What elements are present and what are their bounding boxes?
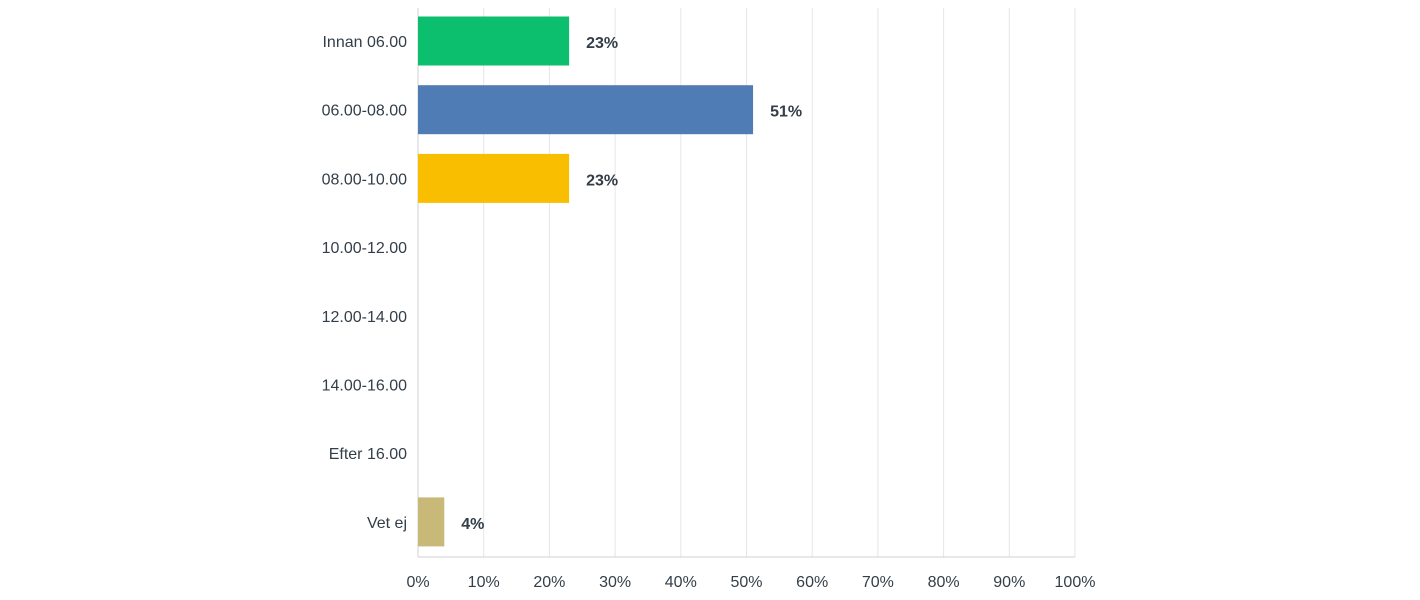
- category-label: Efter 16.00: [329, 446, 407, 463]
- category-label: Innan 06.00: [322, 34, 407, 51]
- category-label: 06.00-08.00: [322, 103, 408, 120]
- x-tick-label: 100%: [1055, 574, 1096, 591]
- category-label: 14.00-16.00: [322, 378, 408, 395]
- category-label: 12.00-14.00: [322, 309, 408, 326]
- x-tick-label: 40%: [665, 574, 697, 591]
- bar: [418, 153, 570, 203]
- bar: [418, 85, 754, 135]
- x-tick-label: 30%: [599, 574, 631, 591]
- data-labels: 23% 51% 23% 4%: [461, 35, 802, 533]
- data-label: 23%: [586, 172, 618, 189]
- bars: [418, 16, 754, 547]
- x-tick-label: 80%: [928, 574, 960, 591]
- bar: [418, 16, 570, 66]
- x-tick-label: 70%: [862, 574, 894, 591]
- data-label: 4%: [461, 516, 484, 533]
- category-labels: Innan 06.00 06.00-08.00 08.00-10.00 10.00-1…: [322, 34, 408, 532]
- x-tick-label: 60%: [796, 574, 828, 591]
- category-label: 10.00-12.00: [322, 240, 408, 257]
- category-label: Vet ej: [367, 515, 407, 532]
- x-tick-label: 20%: [533, 574, 565, 591]
- data-label: 23%: [586, 35, 618, 52]
- x-axis-ticks: 0% 10% 20% 30% 40% 50% 60% 70% 80% 90% 100%: [406, 574, 1095, 591]
- data-label: 51%: [770, 104, 802, 121]
- x-tick-label: 90%: [993, 574, 1025, 591]
- x-tick-label: 0%: [406, 574, 429, 591]
- x-tick-label: 10%: [468, 574, 500, 591]
- bar: [418, 497, 445, 547]
- x-tick-label: 50%: [730, 574, 762, 591]
- category-label: 08.00-10.00: [322, 171, 408, 188]
